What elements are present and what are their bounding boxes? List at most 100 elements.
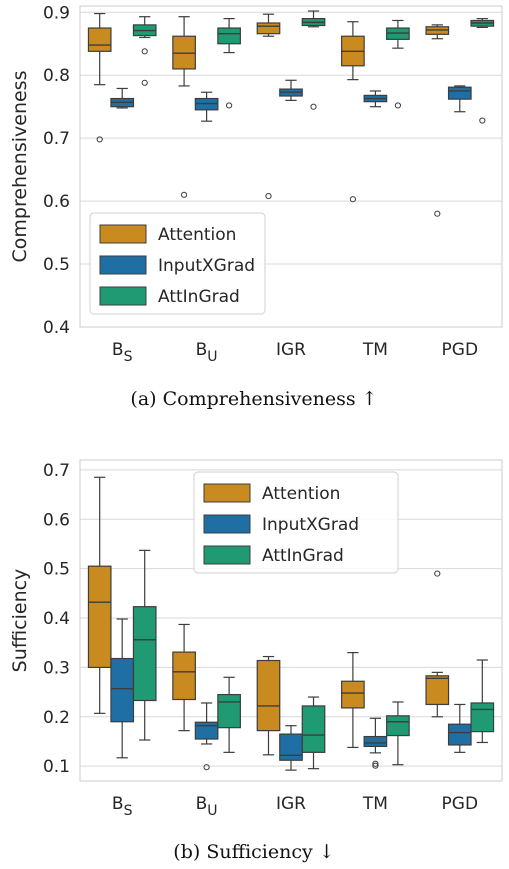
iqr-box <box>194 721 219 740</box>
box-attention-2 <box>256 13 281 200</box>
box-attention-4 <box>425 24 450 217</box>
legend-swatch <box>203 483 251 503</box>
plot-frame <box>79 459 503 782</box>
outlier-point <box>310 103 317 110</box>
legend-label: InputXGrad <box>158 256 255 276</box>
legend-label: AttInGrad <box>158 287 240 307</box>
iqr-box <box>425 675 450 706</box>
box-attingrad-2 <box>301 10 326 110</box>
iqr-box <box>363 735 388 748</box>
box-attingrad-3 <box>386 19 410 109</box>
box-inputxgrad-1 <box>194 702 219 771</box>
outlier-point <box>141 48 148 55</box>
y-tick-label: 0.4 <box>43 318 70 338</box>
outlier-point <box>203 764 210 771</box>
x-tick-label: BU <box>196 794 218 819</box>
legend-swatch <box>99 224 147 244</box>
box-inputxgrad-3 <box>363 717 388 769</box>
iqr-box <box>217 693 241 729</box>
y-tick-label: 0.6 <box>43 192 70 212</box>
box-attention-3 <box>341 651 365 749</box>
x-tick-label: IGR <box>276 340 306 360</box>
box-inputxgrad-3 <box>363 90 388 108</box>
comprehensiveness-panel: 0.4 0.5 0.6 0.7 0.8 0.9 Comprehensiveness BS BU I… <box>9 3 503 410</box>
legend-swatch <box>99 255 147 275</box>
iqr-box <box>447 723 472 746</box>
iqr-box <box>132 606 157 702</box>
y-tick-label: 0.5 <box>43 255 70 275</box>
legend: Attention InputXGrad AttInGrad <box>89 212 266 315</box>
iqr-box <box>386 715 410 737</box>
box-inputxgrad-0 <box>110 87 135 109</box>
box-inputxgrad-2 <box>279 725 303 771</box>
x-tick-label: BU <box>196 340 218 365</box>
panel-caption: (b) Sufficiency ↓ <box>173 841 334 863</box>
box-attention-3 <box>341 21 365 203</box>
plot-frame <box>79 5 503 328</box>
x-tick-label: TM <box>362 794 388 814</box>
panel-caption: (a) Comprehensiveness ↑ <box>130 388 377 410</box>
legend-swatch <box>203 545 251 565</box>
y-tick-label: 0.8 <box>43 66 70 86</box>
legend-swatch <box>99 286 147 306</box>
box-attention-4 <box>425 570 450 718</box>
legend-swatch <box>203 514 251 534</box>
box-attingrad-0 <box>132 16 157 86</box>
legend-label: InputXGrad <box>262 515 359 535</box>
outlier-point <box>96 136 103 143</box>
iqr-box <box>447 86 472 100</box>
legend-label: Attention <box>262 484 340 504</box>
legend-label: AttInGrad <box>262 546 344 566</box>
outlier-point <box>180 191 188 198</box>
outlier-point <box>372 762 379 769</box>
iqr-box <box>256 22 281 35</box>
iqr-box <box>279 733 303 761</box>
outlier-point <box>349 196 356 203</box>
y-axis-label: Comprehensiveness <box>9 71 31 263</box>
outlier-point <box>372 760 379 767</box>
box-attention-2 <box>256 655 281 756</box>
box-attention-0 <box>87 12 112 143</box>
y-tick-label: 0.4 <box>43 609 70 629</box>
outlier-point <box>141 79 148 86</box>
y-tick-label: 0.2 <box>43 708 70 728</box>
y-tick-label: 0.9 <box>43 3 70 23</box>
box-inputxgrad-2 <box>279 79 303 102</box>
iqr-box <box>301 705 326 753</box>
x-tick-label: BS <box>112 794 133 819</box>
box-inputxgrad-0 <box>110 618 135 759</box>
legend: Attention InputXGrad AttInGrad <box>193 471 399 574</box>
iqr-box <box>341 680 365 709</box>
iqr-box <box>110 657 135 723</box>
outlier-point <box>479 117 486 124</box>
outlier-point <box>434 570 441 577</box>
box-attingrad-0 <box>132 549 157 741</box>
box-attingrad-2 <box>301 696 326 770</box>
y-tick-label: 0.5 <box>43 560 70 580</box>
iqr-box <box>470 702 495 733</box>
iqr-box <box>87 565 112 669</box>
iqr-box <box>217 27 241 45</box>
outlier-point <box>226 102 233 109</box>
iqr-box <box>256 659 281 732</box>
x-tick-label: PGD <box>442 794 479 814</box>
outlier-point <box>394 102 402 109</box>
legend-label: Attention <box>158 225 236 245</box>
y-tick-label: 0.1 <box>43 757 70 777</box>
box-attingrad-3 <box>386 701 410 766</box>
y-tick-label: 0.7 <box>43 129 70 149</box>
outlier-point <box>434 210 441 217</box>
x-tick-label: BS <box>112 340 133 365</box>
x-tick-label: PGD <box>442 340 479 360</box>
box-attention-1 <box>172 16 196 198</box>
box-attention-0 <box>87 476 112 714</box>
y-axis-label: Sufficiency <box>9 569 31 673</box>
box-attingrad-4 <box>470 17 495 124</box>
box-inputxgrad-4 <box>447 703 472 753</box>
x-tick-label: IGR <box>276 794 306 814</box>
iqr-box <box>172 651 196 701</box>
x-tick-label: TM <box>362 340 388 360</box>
y-tick-label: 0.7 <box>43 461 70 481</box>
box-attention-1 <box>172 623 196 732</box>
box-attingrad-1 <box>217 676 241 753</box>
